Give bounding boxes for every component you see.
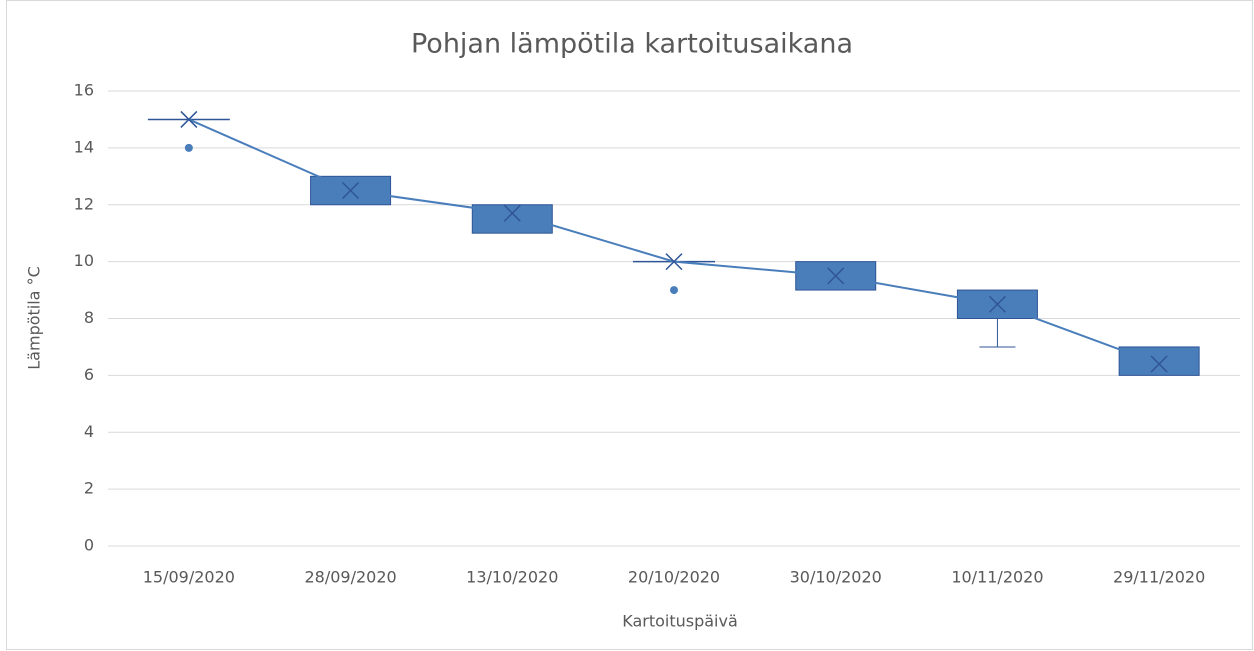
y-tick-label: 6 (84, 365, 94, 384)
y-tick-label: 4 (84, 422, 94, 441)
x-axis-label: Kartoituspäivä (622, 612, 738, 631)
x-tick-label: 28/09/2020 (304, 568, 396, 587)
y-tick-label: 12 (74, 194, 94, 213)
mean-marker (503, 204, 521, 222)
chart-title: Pohjan lämpötila kartoitusaikana (411, 29, 853, 60)
y-tick-label: 2 (84, 479, 94, 498)
outlier (184, 143, 193, 152)
y-tick-label: 8 (84, 308, 94, 327)
y-axis-label: Lämpötila °C (25, 266, 44, 369)
mean-marker (827, 267, 845, 285)
outlier (670, 286, 678, 295)
y-tick-label: 0 (84, 536, 94, 555)
x-tick-label: 15/09/2020 (143, 568, 235, 587)
x-tick-label: 29/11/2020 (1113, 568, 1205, 587)
mean-marker (665, 253, 683, 271)
chart-border (6, 0, 1253, 650)
mean-marker (988, 295, 1006, 313)
mean-marker (1150, 355, 1168, 373)
x-tick-label: 13/10/2020 (466, 568, 558, 587)
x-tick-label: 20/10/2020 (628, 568, 720, 587)
x-tick-label: 30/10/2020 (790, 568, 882, 587)
y-tick-label: 10 (74, 251, 94, 270)
mean-marker (342, 182, 360, 200)
y-tick-label: 14 (74, 137, 94, 156)
box (1118, 346, 1200, 376)
mean-marker (180, 110, 198, 128)
x-tick-label: 10/11/2020 (951, 568, 1043, 587)
y-tick-label: 16 (74, 81, 94, 100)
